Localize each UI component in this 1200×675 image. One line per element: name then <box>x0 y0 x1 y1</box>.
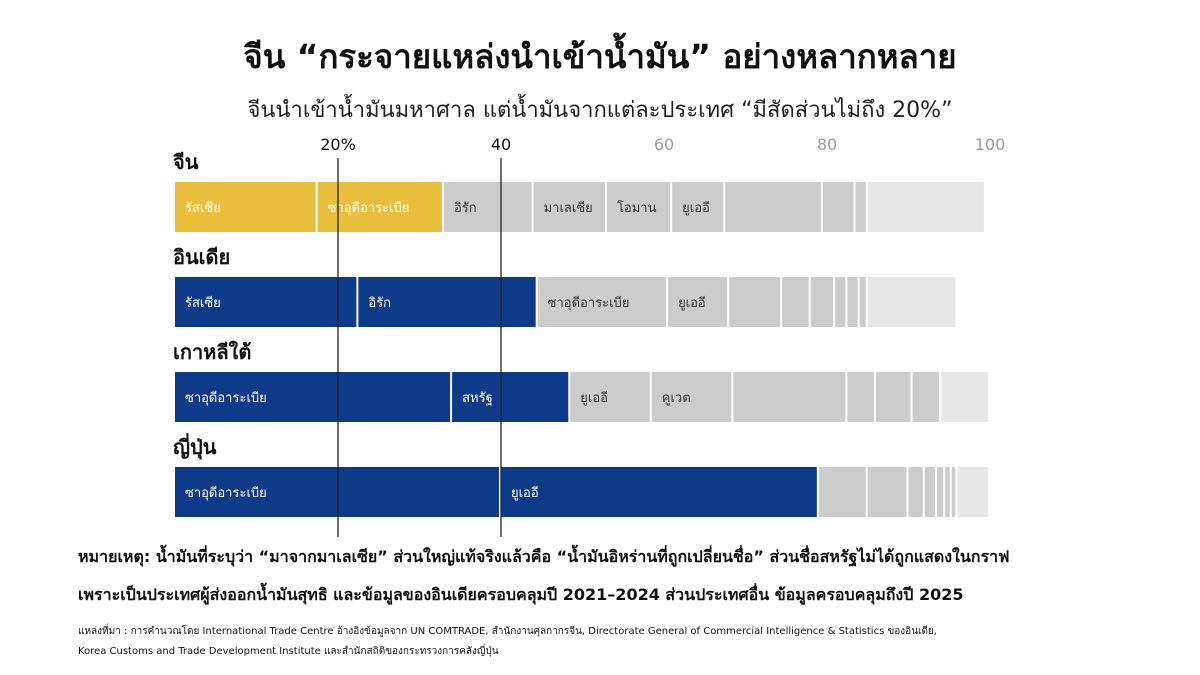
bar-segment <box>945 467 950 517</box>
bar-segment <box>175 372 451 422</box>
bar-segment <box>859 277 866 327</box>
bar-segment <box>452 372 569 422</box>
chart-subtitle: จีนนำเข้าน้ำมันมหาศาล แต่น้ำมันจากแต่ละป… <box>247 98 953 123</box>
source-line-1: แหล่งที่มา : การคำนวณโดย International T… <box>78 626 937 637</box>
row-label: จีน <box>173 150 199 174</box>
chart-title: จีน “กระจายแหล่งนำเข้าน้ำมัน” อย่างหลากห… <box>243 37 957 76</box>
bar-segment <box>867 467 907 517</box>
segment-label: ซาอุดีอาระเบีย <box>328 200 410 216</box>
bar-segment <box>957 467 988 517</box>
bar-segment <box>951 467 956 517</box>
row-label: ญี่ปุ่น <box>173 432 217 460</box>
bar-segment <box>570 372 650 422</box>
note-line-2: เพราะเป็นประเทศผู้ส่งออกน้ำมันสุทธิ และข… <box>78 585 964 604</box>
bar-segment <box>501 467 817 517</box>
bar-segment <box>729 277 781 327</box>
bar-segment <box>912 372 940 422</box>
segment-label: ซาอุดีอาระเบีย <box>548 295 630 311</box>
bar-segment <box>443 182 532 232</box>
bar-segment <box>733 372 846 422</box>
segment-label: รัสเซีย <box>185 295 221 311</box>
x-tick-label: 20% <box>320 135 356 154</box>
bar-segment <box>672 182 724 232</box>
note-line-1: หมายเหตุ: น้ำมันที่ระบุว่า “มาจากมาเลเซี… <box>78 547 1010 566</box>
bar-segment <box>835 277 846 327</box>
x-tick-label: 100 <box>975 135 1006 154</box>
bar-segment <box>867 277 956 327</box>
source-line-2: Korea Customs and Trade Development Inst… <box>78 646 499 657</box>
bar-segment <box>924 467 936 517</box>
bar-segment <box>651 372 732 422</box>
bar-segment <box>855 182 866 232</box>
segment-label: โอมาน <box>617 200 657 216</box>
bar-segment <box>941 372 988 422</box>
bar-segment <box>867 182 984 232</box>
segment-label: คูเวต <box>662 391 691 406</box>
bar-segment <box>175 277 357 327</box>
bar-segment <box>537 277 667 327</box>
x-tick-label: 60 <box>654 135 674 154</box>
segment-label: ยูเออี <box>678 295 706 311</box>
segment-label: มาเลเซีย <box>544 200 593 216</box>
bar-segment <box>782 277 809 327</box>
bar-segment <box>822 182 854 232</box>
segment-label: ยูเออี <box>511 485 539 501</box>
segment-label: ซาอุดีอาระเบีย <box>185 390 267 406</box>
bar-segment <box>875 372 911 422</box>
row-label: อินเดีย <box>173 245 230 269</box>
segment-label: สหรัฐ <box>462 391 493 406</box>
x-tick-label: 80 <box>817 135 837 154</box>
bar-segment <box>175 182 316 232</box>
bar-segment <box>810 277 834 327</box>
bar-segment <box>725 182 821 232</box>
x-tick-label: 40 <box>491 135 511 154</box>
bar-segment <box>937 467 944 517</box>
segment-label: ยูเออี <box>580 390 608 406</box>
segment-label: ซาอุดีอาระเบีย <box>185 485 267 501</box>
bar-segment <box>606 182 671 232</box>
segment-label: อิรัก <box>368 296 391 311</box>
bar-segment <box>908 467 923 517</box>
row-label: เกาหลีใต้ <box>173 340 251 364</box>
bar-segment <box>668 277 728 327</box>
bar-segment <box>358 277 536 327</box>
bar-segment <box>175 467 499 517</box>
bar-segment <box>847 277 858 327</box>
segment-label: รัสเซีย <box>185 200 221 216</box>
bar-segment <box>847 372 874 422</box>
segment-label: อิรัก <box>454 201 477 216</box>
bar-segment <box>533 182 605 232</box>
bar-segment <box>818 467 866 517</box>
segment-label: ยูเออี <box>682 200 710 216</box>
